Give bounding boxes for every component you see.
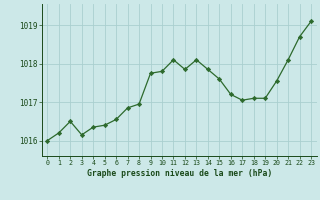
X-axis label: Graphe pression niveau de la mer (hPa): Graphe pression niveau de la mer (hPa) bbox=[87, 169, 272, 178]
